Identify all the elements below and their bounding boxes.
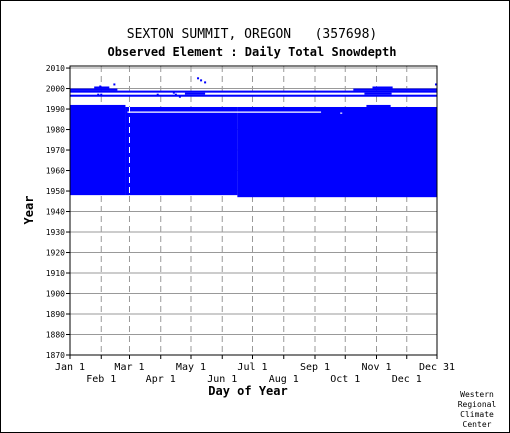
x-tick-label: Dec 31 [419, 362, 455, 373]
y-tick-label: 1910 [46, 269, 65, 278]
y-tick-label: 1940 [46, 208, 65, 217]
data-dot [174, 93, 177, 96]
data-dot [204, 81, 207, 84]
x-tick-label: Jul 1 [237, 362, 267, 373]
y-tick-label: 2010 [46, 64, 65, 73]
data-band [70, 104, 126, 196]
x-tick-label: Sep 1 [300, 362, 330, 373]
x-tick-label: Mar 1 [114, 362, 144, 373]
y-tick-label: 1930 [46, 228, 65, 237]
data-dot [178, 95, 181, 98]
data-dot [100, 93, 103, 96]
data-dot [434, 83, 437, 86]
y-axis-label: Year [22, 196, 36, 225]
chart-title: SEXTON SUMMIT, OREGON (357698) [127, 27, 377, 42]
data-band [353, 88, 437, 91]
data-dot [197, 77, 200, 80]
y-tick-label: 1950 [46, 187, 65, 196]
data-band [94, 86, 110, 89]
x-tick-label: Feb 1 [86, 374, 116, 385]
data-band [125, 106, 238, 196]
x-tick-label: Nov 1 [361, 362, 391, 373]
y-tick-label: 1960 [46, 167, 65, 176]
data-band [375, 106, 437, 198]
y-tick-label: 1990 [46, 105, 65, 114]
y-tick-label: 1890 [46, 310, 65, 319]
data-band [372, 86, 393, 89]
data-band [364, 92, 392, 95]
data-band [70, 88, 118, 91]
data-band [184, 92, 206, 95]
y-tick-label: 1980 [46, 126, 65, 135]
data-band [70, 90, 437, 93]
y-tick-label: 1880 [46, 331, 65, 340]
x-tick-label: Oct 1 [330, 374, 360, 385]
wrcc-credit: Western Regional Climate Center [458, 390, 497, 429]
x-tick-label: Jan 1 [55, 362, 85, 373]
data-band [237, 106, 376, 198]
x-tick-label: Jun 1 [207, 374, 237, 385]
y-tick-label: 1970 [46, 146, 65, 155]
data-band [70, 94, 437, 97]
data-dot [97, 93, 100, 96]
data-band [366, 104, 391, 107]
y-tick-label: 1920 [46, 249, 65, 258]
x-tick-label: Dec 1 [392, 374, 422, 385]
y-tick-label: 1900 [46, 290, 65, 299]
chart-subtitle: Observed Element : Daily Total Snowdepth [108, 45, 397, 59]
plot-border [69, 65, 438, 356]
y-tick-label: 1870 [46, 351, 65, 360]
plot-area: 1870 1880 1890 1900 1910 1920 1930 1940 1950 1960… [46, 64, 455, 385]
data-dot [113, 83, 116, 86]
credit-line-2: Regional [458, 400, 497, 409]
credit-line-3: Climate [460, 410, 494, 419]
credit-line-4: Center [463, 420, 492, 429]
data-dot [200, 79, 203, 82]
data-dot [172, 91, 175, 94]
data-dot [156, 93, 159, 96]
data-dot [99, 85, 102, 88]
x-tick-label: Apr 1 [146, 374, 176, 385]
x-axis-label: Day of Year [208, 384, 287, 398]
credit-line-1: Western [460, 390, 494, 399]
x-tick-label: Aug 1 [269, 374, 299, 385]
y-tick-label: 2000 [46, 85, 65, 94]
x-tick-label: May 1 [176, 362, 206, 373]
